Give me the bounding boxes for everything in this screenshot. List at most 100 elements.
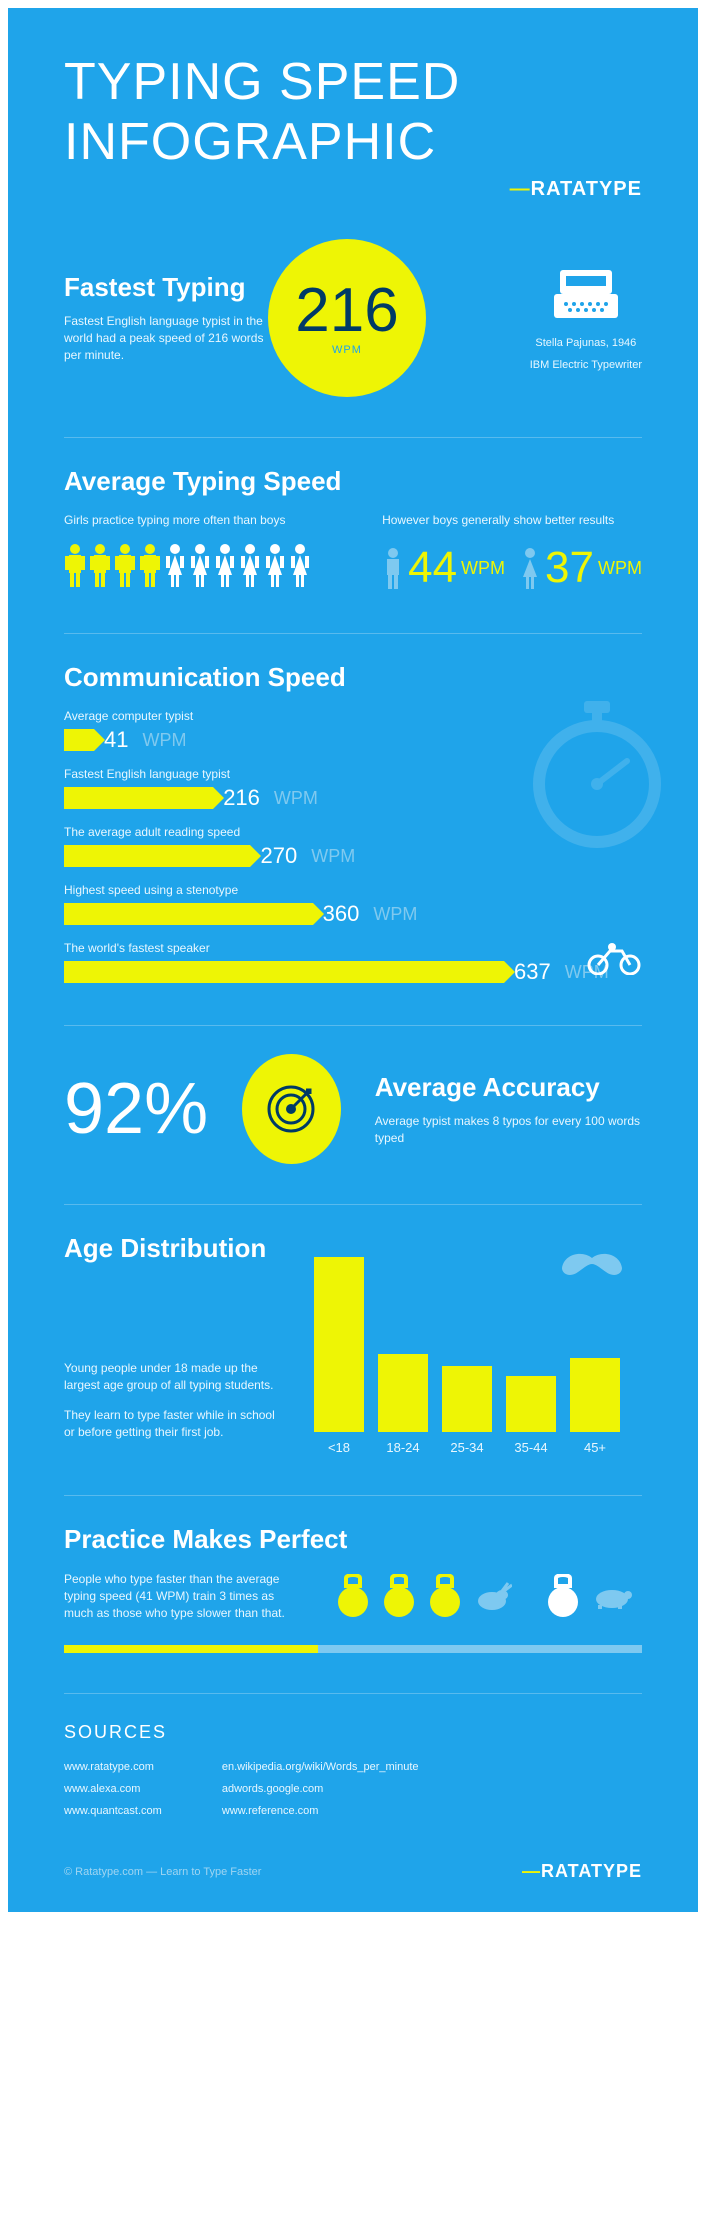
person-female-icon: [264, 543, 286, 592]
person-male-icon: [139, 543, 161, 592]
practice-desc: People who type faster than the average …: [64, 1571, 294, 1621]
person-female-icon: [239, 543, 261, 592]
comm-bar-item: The world's fastest speaker637WPM: [64, 941, 642, 985]
avg-left-text: Girls practice typing more often than bo…: [64, 513, 322, 527]
age-label: 25-34: [450, 1440, 483, 1455]
age-bar: [378, 1354, 428, 1432]
rabbit-icon: [472, 1581, 512, 1611]
age-p2: They learn to type faster while in schoo…: [64, 1407, 284, 1441]
practice-title: Practice Makes Perfect: [64, 1524, 642, 1555]
fastest-caption1: Stella Pajunas, 1946: [530, 337, 642, 349]
footer: © Ratatype.com — Learn to Type Faster —R…: [64, 1861, 642, 1882]
source-link: adwords.google.com: [222, 1783, 419, 1795]
comm-unit: WPM: [373, 904, 417, 925]
age-bar-group: 35-44: [506, 1376, 556, 1455]
section-sources: SOURCES www.ratatype.com www.alexa.com www…: [64, 1722, 642, 1827]
person-female-icon: [289, 543, 311, 592]
comm-bar: [64, 787, 213, 809]
person-female-icon: [164, 543, 186, 592]
kettlebell-icon: [426, 1574, 464, 1618]
section-average: Average Typing Speed Girls practice typi…: [64, 466, 642, 593]
age-label: 45+: [584, 1440, 606, 1455]
source-link: en.wikipedia.org/wiki/Words_per_minute: [222, 1761, 419, 1773]
age-bar: [442, 1366, 492, 1432]
progress-rail: [64, 1645, 642, 1653]
female-icon: [519, 547, 541, 589]
source-link: www.alexa.com: [64, 1783, 162, 1795]
section-age: Age Distribution Young people under 18 m…: [64, 1233, 642, 1455]
fastest-caption2: IBM Electric Typewriter: [530, 359, 642, 371]
average-title: Average Typing Speed: [64, 466, 642, 497]
fastest-unit: WPM: [332, 344, 362, 356]
age-bar: [570, 1358, 620, 1432]
age-p1: Young people under 18 made up the larges…: [64, 1360, 284, 1394]
age-bar-group: <18: [314, 1257, 364, 1455]
comm-label: Highest speed using a stenotype: [64, 883, 642, 897]
typewriter-icon: [550, 266, 622, 322]
person-female-icon: [189, 543, 211, 592]
fastest-desc: Fastest English language typist in the w…: [64, 313, 264, 363]
stopwatch-icon: [532, 699, 662, 849]
brand-top: —RATATYPE: [64, 178, 642, 201]
age-bar-group: 18-24: [378, 1354, 428, 1455]
source-link: www.quantcast.com: [64, 1805, 162, 1817]
male-icon: [382, 547, 404, 589]
boys-stat: 44WPM: [382, 543, 505, 593]
people-row: [64, 543, 322, 592]
fastest-value: 216: [295, 280, 398, 342]
comm-value: 360: [323, 901, 360, 927]
age-label: 35-44: [514, 1440, 547, 1455]
comm-title: Communication Speed: [64, 662, 642, 693]
comm-label: The world's fastest speaker: [64, 941, 642, 955]
avg-right-text: However boys generally show better resul…: [382, 513, 642, 527]
bells-row: [334, 1574, 634, 1618]
age-label: 18-24: [386, 1440, 419, 1455]
age-bar-group: 45+: [570, 1358, 620, 1455]
section-comm: Communication Speed Average computer typ…: [64, 662, 642, 985]
person-female-icon: [214, 543, 236, 592]
main-title: TYPING SPEED INFOGRAPHIC: [64, 52, 642, 172]
accuracy-desc: Average typist makes 8 typos for every 1…: [375, 1113, 642, 1147]
comm-value: 216: [223, 785, 260, 811]
sources-title: SOURCES: [64, 1722, 642, 1743]
infographic-root: TYPING SPEED INFOGRAPHIC —RATATYPE Faste…: [8, 8, 698, 1912]
progress-fill: [64, 1645, 318, 1653]
comm-value: 637: [514, 959, 551, 985]
comm-value: 41: [104, 727, 128, 753]
comm-unit: WPM: [274, 788, 318, 809]
accuracy-title: Average Accuracy: [375, 1072, 642, 1103]
comm-bar: [64, 845, 250, 867]
person-male-icon: [64, 543, 86, 592]
motorcycle-icon: [586, 939, 642, 975]
kettlebell-white-icon: [544, 1574, 582, 1618]
comm-unit: WPM: [311, 846, 355, 867]
comm-value: 270: [260, 843, 297, 869]
age-bar: [506, 1376, 556, 1432]
kettlebell-icon: [334, 1574, 372, 1618]
comm-unit: WPM: [142, 730, 186, 751]
source-link: www.ratatype.com: [64, 1761, 162, 1773]
mustache-icon: [552, 1250, 632, 1280]
age-bar-group: 25-34: [442, 1366, 492, 1455]
section-accuracy: 92% Average Accuracy Average typist make…: [64, 1054, 642, 1164]
comm-bar: [64, 729, 94, 751]
source-link: www.reference.com: [222, 1805, 419, 1817]
section-practice: Practice Makes Perfect People who type f…: [64, 1524, 642, 1653]
person-male-icon: [89, 543, 111, 592]
fastest-circle: 216 WPM: [268, 239, 426, 397]
comm-bar: [64, 903, 313, 925]
accuracy-percent: 92%: [64, 1068, 208, 1150]
kettlebell-icon: [380, 1574, 418, 1618]
girls-stat: 37WPM: [519, 543, 642, 593]
person-male-icon: [114, 543, 136, 592]
footer-copy: © Ratatype.com — Learn to Type Faster: [64, 1866, 261, 1878]
age-label: <18: [328, 1440, 350, 1455]
target-icon: [242, 1054, 341, 1164]
age-bar: [314, 1257, 364, 1432]
comm-bar-item: Highest speed using a stenotype 360 WPM: [64, 883, 642, 927]
fastest-title: Fastest Typing: [64, 272, 264, 303]
comm-bar: [64, 961, 504, 983]
section-fastest: Fastest Typing Fastest English language …: [64, 239, 642, 397]
turtle-icon: [590, 1583, 634, 1609]
footer-brand: —RATATYPE: [522, 1861, 642, 1882]
